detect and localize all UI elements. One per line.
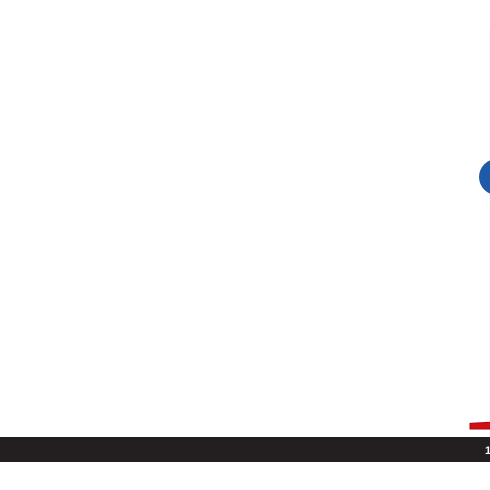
location-km-label: 1 [485,445,490,457]
elevation-profile-area [469,421,490,430]
km-bar [0,437,490,462]
climb-category-badge-icon [479,160,490,194]
km-labels: 53,272,389,61231401 [485,445,490,457]
